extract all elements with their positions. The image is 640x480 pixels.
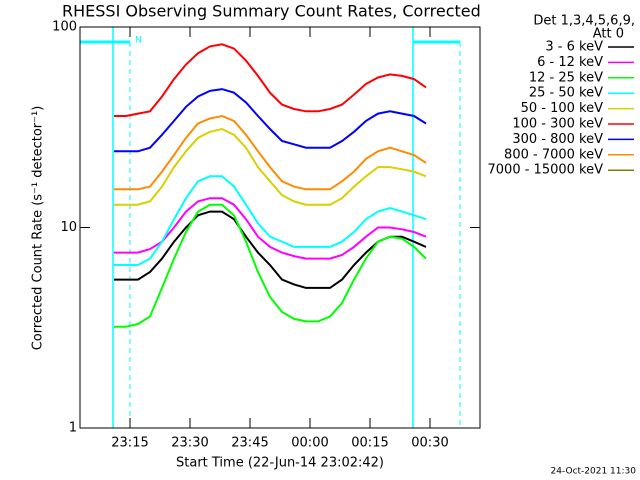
legend-label: 6 - 12 keV	[537, 55, 603, 70]
legend-label: 3 - 6 keV	[545, 40, 603, 55]
x-tick-label: 23:30	[171, 436, 208, 451]
y-tick-label: 1	[69, 421, 77, 436]
x-tick-label: 23:15	[111, 436, 148, 451]
series-line	[114, 127, 427, 206]
legend-label: 25 - 50 keV	[529, 86, 603, 101]
legend-label: 800 - 7000 keV	[504, 147, 603, 162]
legend-title: Att 0	[593, 27, 624, 42]
chart-title: RHESSI Observing Summary Count Rates, Co…	[62, 2, 481, 21]
legend-title: Det 1,3,4,5,6,9,	[533, 14, 635, 29]
annotation-label: N	[135, 36, 142, 46]
legend-label: 100 - 300 keV	[512, 117, 603, 132]
x-tick-label: 00:15	[351, 436, 388, 451]
series-line	[114, 88, 427, 153]
y-tick-label: 10	[60, 220, 77, 235]
legend-label: 7000 - 15000 keV	[488, 163, 604, 178]
legend-label: 12 - 25 keV	[529, 70, 603, 85]
series-line	[114, 43, 427, 117]
x-tick-label: 00:00	[291, 436, 328, 451]
series-line	[114, 114, 427, 191]
series-line	[114, 175, 427, 266]
series-line	[114, 210, 427, 289]
series-line	[114, 197, 427, 260]
y-tick-label: 100	[52, 20, 77, 35]
legend-label: 50 - 100 keV	[521, 101, 604, 116]
legend-label: 300 - 800 keV	[512, 132, 603, 147]
footer: 24-Oct-2021 11:30	[551, 467, 637, 477]
y-axis-label: Corrected Count Rate (s⁻¹ detector⁻¹)	[31, 106, 46, 351]
series-line	[114, 203, 427, 328]
x-tick-label: 00:30	[411, 436, 448, 451]
x-axis-label: Start Time (22-Jun-14 23:02:42)	[176, 456, 384, 471]
x-tick-label: 23:45	[231, 436, 268, 451]
